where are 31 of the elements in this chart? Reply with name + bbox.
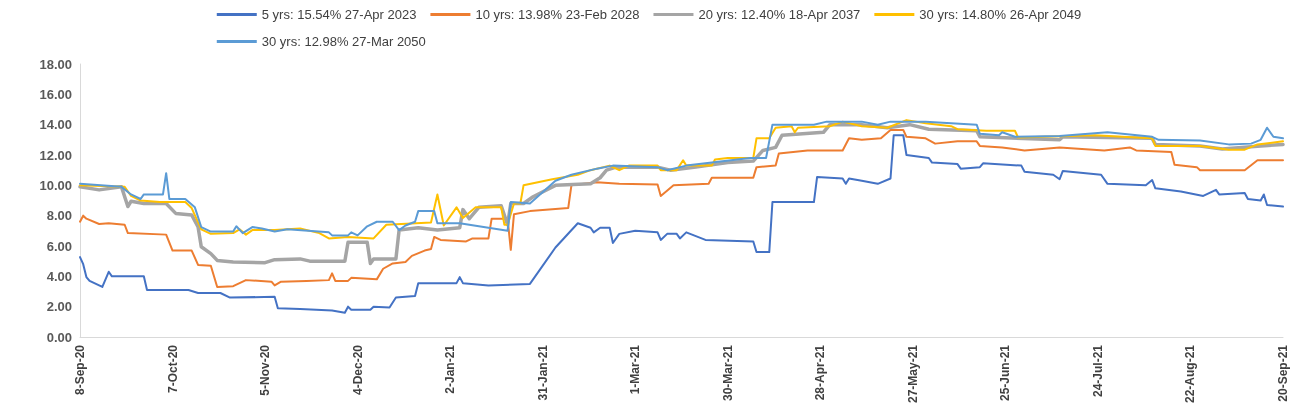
y-tick-label: 2.00 (46, 299, 72, 315)
y-tick-label: 6.00 (46, 238, 72, 254)
x-tick-label: 1-Mar-21 (628, 344, 643, 395)
x-tick-label: 24-Jul-21 (1090, 344, 1105, 398)
x-tick-label: 20-Sep-21 (1276, 344, 1290, 402)
x-tick-label: 7-Oct-20 (165, 344, 180, 394)
y-tick-label: 10.00 (39, 177, 72, 193)
x-tick-label: 2-Jan-21 (443, 344, 458, 394)
y-tick-label: 14.00 (39, 117, 72, 133)
legend-label: 10 yrs: 13.98% 23-Feb 2028 (475, 7, 640, 22)
legend-label: 5 yrs: 15.54% 27-Apr 2023 (261, 7, 417, 22)
x-tick-label: 28-Apr-21 (813, 344, 828, 401)
x-tick-label: 31-Jan-21 (535, 344, 550, 401)
x-tick-label: 30-Mar-21 (720, 344, 735, 402)
x-tick-label: 4-Dec-20 (350, 344, 365, 396)
line-series (79, 134, 1284, 314)
y-tick-label: 0.00 (46, 329, 72, 345)
x-tick-label: 22-Aug-21 (1183, 344, 1198, 404)
x-tick-label: 8-Sep-20 (73, 344, 87, 396)
y-tick-label: 16.00 (39, 86, 72, 102)
y-tick-label: 12.00 (39, 147, 72, 163)
line-series (79, 128, 1284, 288)
y-tick-label: 18.00 (39, 56, 72, 72)
x-tick-label: 5-Nov-20 (258, 344, 273, 396)
x-tick-label: 27-May-21 (905, 344, 920, 404)
legend-label: 20 yrs: 12.40% 18-Apr 2037 (698, 7, 861, 22)
y-tick-label: 4.00 (46, 268, 72, 284)
legend-label: 30 yrs: 12.98% 27-Mar 2050 (261, 34, 426, 49)
x-tick-label: 25-Jun-21 (998, 344, 1013, 402)
y-tick-label: 8.00 (46, 208, 72, 224)
legend-label: 30 yrs: 14.80% 26-Apr 2049 (919, 7, 1082, 22)
